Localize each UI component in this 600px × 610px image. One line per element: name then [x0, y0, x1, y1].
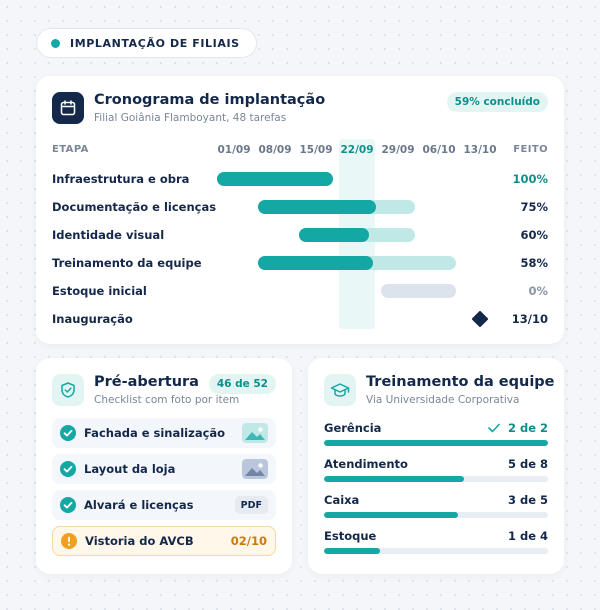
date-header: 06/10	[422, 144, 456, 156]
training-item-value: 5 de 8	[508, 457, 548, 471]
training-progress-track	[324, 476, 548, 482]
training-progress-track	[324, 512, 548, 518]
stage-bar-progress	[217, 172, 333, 186]
stage-label: Inauguração	[52, 312, 133, 326]
stage-bar-progress	[258, 200, 376, 214]
training-subtitle: Via Universidade Corporativa	[366, 394, 520, 406]
date-header: 13/10	[463, 144, 497, 156]
checklist-item-label: Layout da loja	[84, 462, 176, 476]
checklist-item[interactable]: Fachada e sinalização	[52, 418, 276, 448]
training-item-label: Caixa	[324, 493, 360, 507]
calendar-icon	[52, 92, 84, 124]
training-progress-fill	[324, 476, 464, 482]
checklist-item[interactable]: Layout da loja	[52, 454, 276, 484]
stage-label: Infraestrutura e obra	[52, 172, 190, 186]
graduation-cap-icon	[324, 374, 356, 406]
check-circle-icon	[60, 425, 76, 441]
stage-value: 100%	[512, 172, 548, 186]
image-thumbnail-icon[interactable]	[242, 423, 268, 443]
checklist-item-label: Fachada e sinalização	[84, 426, 226, 440]
stage-bar-track	[381, 284, 456, 298]
stage-label: Estoque inicial	[52, 284, 147, 298]
stage-value: 75%	[520, 200, 548, 214]
checkmark-icon	[488, 423, 500, 433]
training-progress-fill	[324, 440, 548, 446]
training-progress-fill	[324, 548, 380, 554]
training-item-value: 1 de 4	[508, 529, 548, 543]
milestone-diamond-icon	[471, 310, 489, 328]
status-dot	[51, 38, 60, 48]
section-header: IMPLANTAÇÃO DE FILIAIS	[36, 28, 257, 58]
training-item-value: 2 de 2	[488, 421, 548, 435]
pdf-attachment-tag[interactable]: PDF	[234, 496, 268, 514]
training-item-count: 3 de 5	[507, 493, 548, 507]
training-item-label: Atendimento	[324, 457, 408, 471]
stage-label: Identidade visual	[52, 228, 165, 242]
stage-value: 0%	[528, 284, 548, 298]
stage-label: Treinamento da equipe	[52, 256, 202, 270]
checklist-item[interactable]: Alvará e licenças PDF	[52, 490, 276, 520]
checklist-item-label: Alvará e licenças	[84, 498, 194, 512]
image-thumbnail-icon[interactable]	[242, 459, 268, 479]
schedule-subtitle: Filial Goiânia Flamboyant, 48 tarefas	[94, 112, 287, 124]
stage-column-header: ETAPA	[52, 144, 89, 155]
checklist-item-label: Vistoria do AVCB	[85, 534, 194, 548]
preopening-subtitle: Checklist com foto por item	[94, 394, 240, 406]
training-item-count: 1 de 4	[507, 529, 548, 543]
stage-bar-progress	[258, 256, 373, 270]
check-circle-icon	[60, 497, 76, 513]
preopening-title: Pré-abertura	[94, 374, 199, 390]
training-item-count: 5 de 8	[507, 457, 548, 471]
stage-bar-progress	[299, 228, 369, 242]
done-column-header: FEITO	[513, 144, 548, 155]
schedule-title: Cronograma de implantação	[94, 92, 326, 108]
stage-value: 13/10	[511, 312, 548, 326]
stage-value: 60%	[520, 228, 548, 242]
section-header-label: IMPLANTAÇÃO DE FILIAIS	[70, 36, 240, 50]
warning-circle-icon	[61, 533, 77, 549]
stage-value: 58%	[520, 256, 548, 270]
date-header-today: 22/09	[340, 144, 374, 156]
checklist-item-count: 02/10	[230, 534, 267, 548]
training-item-label: Gerência	[324, 421, 382, 435]
training-item-value: 3 de 5	[508, 493, 548, 507]
date-header: 01/09	[217, 144, 251, 156]
date-header: 29/09	[381, 144, 415, 156]
date-header: 08/09	[258, 144, 292, 156]
check-circle-icon	[60, 461, 76, 477]
training-progress-fill	[324, 512, 459, 518]
stage-label: Documentação e licenças	[52, 200, 217, 214]
training-card: Treinamento da equipe Via Universidade C…	[308, 358, 564, 574]
training-progress-track	[324, 548, 548, 554]
checklist-item-warning[interactable]: Vistoria do AVCB 02/10	[52, 526, 276, 556]
schedule-card: Cronograma de implantação Filial Goiânia…	[36, 76, 564, 344]
training-progress-track	[324, 440, 548, 446]
preopening-card: Pré-abertura Checklist com foto por item…	[36, 358, 292, 574]
training-item-count: 2 de 2	[507, 421, 548, 435]
date-header: 15/09	[299, 144, 333, 156]
completion-badge: 59% concluído	[446, 92, 548, 112]
shield-check-icon	[52, 374, 84, 406]
training-item-label: Estoque	[324, 529, 377, 543]
checklist-count-badge: 46 de 52	[208, 374, 276, 394]
training-title: Treinamento da equipe	[366, 374, 555, 390]
